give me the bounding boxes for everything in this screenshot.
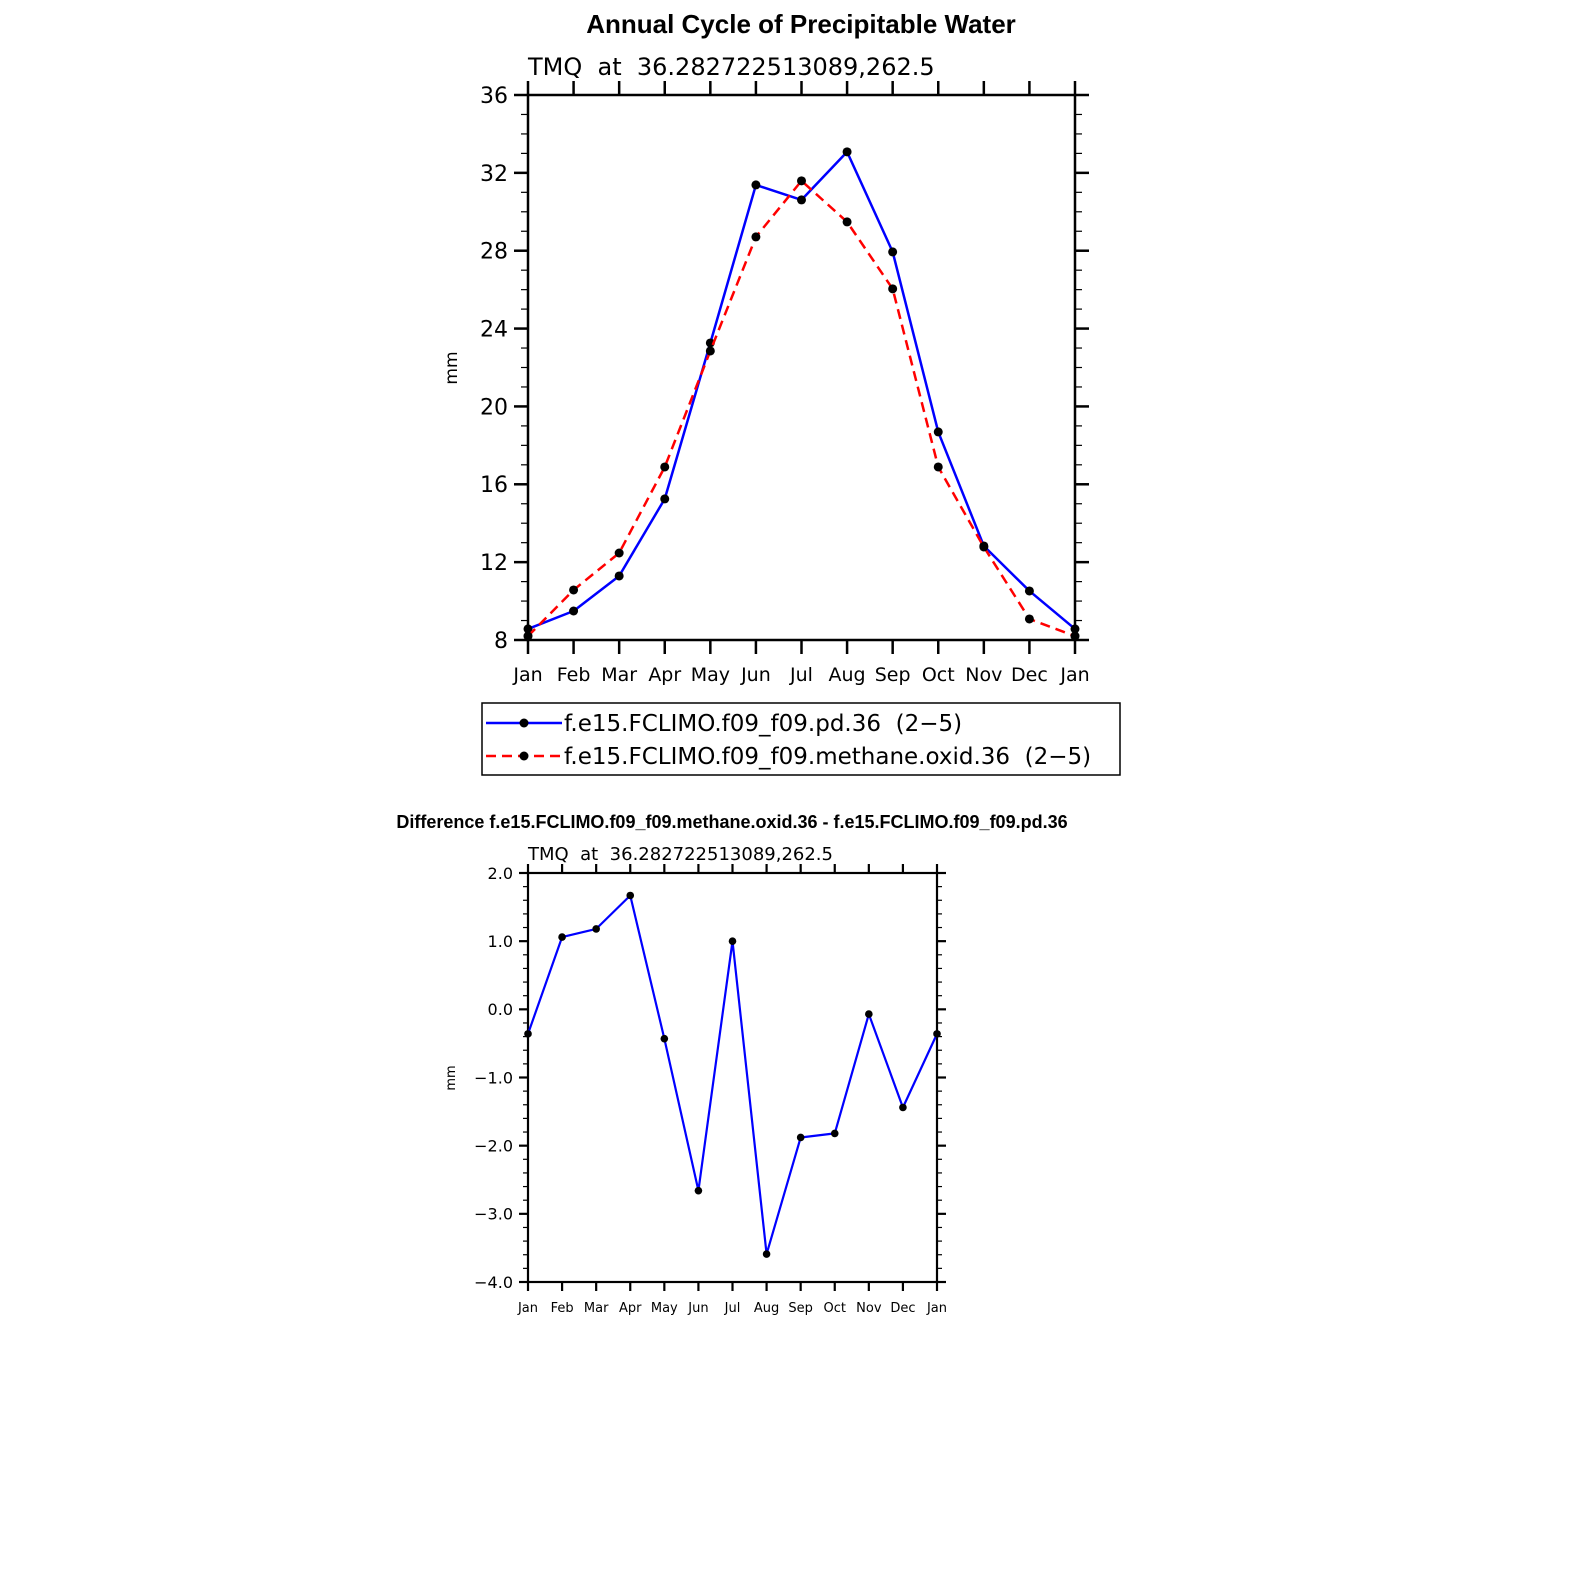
- data-point: [523, 631, 533, 641]
- data-point: [1024, 586, 1034, 596]
- data-point: [569, 585, 579, 595]
- x-tick-label: Sep: [875, 664, 911, 686]
- x-tick-label: Dec: [1011, 664, 1048, 686]
- x-tick-label: Feb: [551, 1301, 574, 1316]
- plot-1: −4.0 −3.0 −2.0 −1.0 0.0 1.0 2.0 Jan Feb Mar Apr May…: [474, 864, 947, 1316]
- data-point: [614, 571, 624, 581]
- data-point: [842, 217, 852, 227]
- y-tick-label: 1.0: [488, 932, 513, 951]
- y-tick-label: 16: [480, 473, 508, 498]
- data-point: [865, 1010, 873, 1018]
- y-tick-label: −2.0: [474, 1136, 513, 1155]
- legend: f.e15.FCLIMO.f09_f09.pd.36 (2−5) f.e15.F…: [481, 702, 1121, 776]
- data-point: [933, 1030, 941, 1038]
- data-point: [933, 427, 943, 437]
- data-point: [933, 462, 943, 472]
- data-point: [751, 180, 761, 190]
- x-tick-label: Apr: [648, 664, 681, 686]
- y-tick-label: −4.0: [474, 1273, 513, 1292]
- data-point: [1070, 624, 1080, 634]
- x-tick-label: Jan: [517, 1301, 538, 1316]
- y-tick-label: 20: [480, 395, 508, 420]
- x-tick-label: Oct: [824, 1301, 846, 1316]
- data-point: [592, 925, 600, 933]
- x-tick-label: Dec: [890, 1301, 915, 1316]
- y-tick-label: 32: [480, 162, 508, 187]
- x-tick-label: Nov: [856, 1301, 882, 1316]
- x-tick-label: May: [651, 1301, 678, 1316]
- diff-chart-title: Difference f.e15.FCLIMO.f09_f09.methane.…: [396, 812, 1067, 832]
- data-point: [569, 606, 579, 616]
- plot-frame: [526, 871, 939, 1284]
- x-tick-label: Sep: [788, 1301, 813, 1316]
- x-tick-label: Apr: [619, 1301, 642, 1316]
- data-point: [728, 937, 737, 945]
- data-point: [705, 346, 715, 356]
- data-point: [888, 284, 898, 294]
- x-tick-label: Jun: [687, 1301, 708, 1316]
- data-point: [1024, 614, 1034, 624]
- data-point: [523, 624, 533, 634]
- diff-y-axis-label: mm: [444, 1065, 459, 1090]
- x-tick-label: Aug: [829, 664, 866, 686]
- x-tick-label: Jun: [740, 664, 771, 686]
- x-tick-label: Jan: [1059, 664, 1089, 686]
- legend-label-pd: f.e15.FCLIMO.f09_f09.pd.36 (2−5): [564, 711, 962, 737]
- data-point: [888, 247, 898, 257]
- data-point: [979, 542, 989, 552]
- x-tick-label: May: [691, 664, 730, 686]
- x-tick-label: Jan: [926, 1301, 947, 1316]
- legend-marker-pd: [519, 718, 529, 728]
- y-tick-label: 8: [494, 629, 508, 654]
- chart-title: Annual Cycle of Precipitable Water: [586, 9, 1016, 39]
- data-point: [899, 1103, 907, 1112]
- data-point: [660, 1034, 669, 1043]
- x-tick-label: Aug: [754, 1301, 779, 1316]
- x-tick-label: Oct: [922, 664, 955, 686]
- data-point: [762, 1250, 771, 1258]
- x-tick-label: Nov: [965, 664, 1002, 686]
- legend-label-methane: f.e15.FCLIMO.f09_f09.methane.oxid.36 (2−…: [564, 744, 1091, 770]
- data-point: [524, 1030, 532, 1038]
- series-line-0: [526, 894, 938, 1256]
- y-tick-label: 24: [480, 317, 508, 342]
- y-tick-label: −3.0: [474, 1205, 513, 1224]
- chart-subtitle: TMQ at 36.282722513089,262.5: [527, 53, 935, 81]
- data-point: [797, 176, 806, 186]
- data-point: [626, 891, 635, 900]
- data-point: [660, 462, 670, 472]
- data-point: [694, 1186, 703, 1195]
- data-point: [660, 494, 670, 504]
- y-tick-label: 12: [480, 551, 508, 576]
- y-tick-label: 28: [480, 240, 508, 265]
- x-tick-label: Jan: [512, 664, 542, 686]
- series-line-0: [527, 150, 1076, 631]
- diff-chart-subtitle: TMQ at 36.282722513089,262.5: [527, 844, 833, 865]
- data-point: [1070, 631, 1080, 641]
- data-point: [830, 1129, 839, 1138]
- data-point: [705, 338, 715, 348]
- data-point: [797, 195, 806, 205]
- series-line-1: [527, 179, 1076, 638]
- x-tick-label: Jul: [724, 1301, 741, 1316]
- y-tick-label: −1.0: [474, 1068, 513, 1087]
- x-tick-label: Feb: [557, 664, 591, 686]
- y-tick-label: 0.0: [488, 1000, 513, 1019]
- x-tick-label: Mar: [584, 1301, 609, 1316]
- y-tick-label: 2.0: [488, 864, 513, 883]
- legend-box: [481, 702, 1121, 776]
- y-tick-label: 36: [480, 84, 508, 109]
- x-tick-label: Jul: [789, 664, 813, 686]
- data-point: [614, 548, 624, 558]
- data-point: [842, 147, 852, 157]
- plot-0: 8 12 16 20 24 28 32 36 Jan Feb Mar Apr May Jun Jul Aug S…: [480, 81, 1090, 686]
- data-point: [751, 232, 761, 242]
- data-point: [796, 1133, 805, 1142]
- legend-marker-methane: [519, 751, 529, 761]
- x-tick-label: Mar: [601, 664, 637, 686]
- y-axis-label: mm: [442, 351, 462, 384]
- data-point: [558, 933, 566, 941]
